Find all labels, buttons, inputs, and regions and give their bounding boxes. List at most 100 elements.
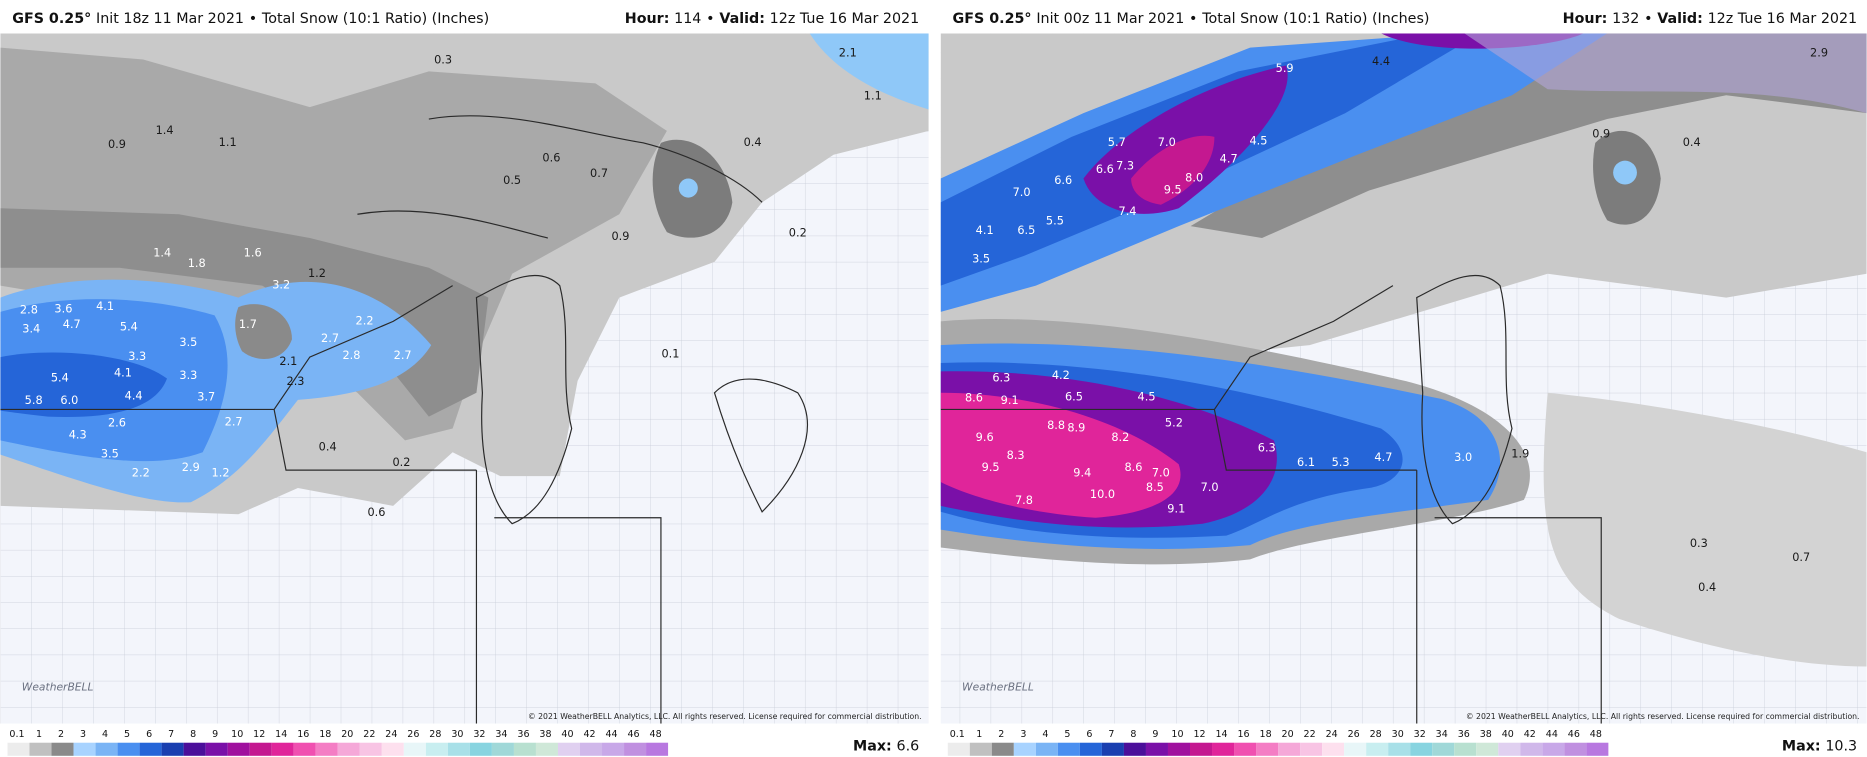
snow-amount: 0.9 [108,138,126,151]
snow-amount: 1.8 [188,257,206,270]
colorbar-tick-label: 34 [495,729,507,740]
colorbar-tick-label: 7 [1108,729,1114,740]
colorbar-tick-label: 24 [1326,729,1338,740]
snow-amount: 0.4 [744,136,762,149]
snow-amount: 5.7 [1108,136,1126,149]
snow-amount: 2.6 [108,417,126,430]
colorbar-tick-label: 14 [275,729,287,740]
snow-amount: 5.9 [1276,62,1294,75]
snow-amount: 7.0 [1158,136,1176,149]
colorbar-swatch [1101,742,1124,756]
snow-amount: 7.0 [1201,481,1219,494]
colorbar-swatch [1123,742,1146,756]
snow-amount: 0.3 [1690,537,1708,550]
max-label: Max: [853,738,892,754]
snow-amount: 9.1 [1167,502,1185,515]
colorbar-swatch [381,742,404,756]
snow-amount: 0.2 [392,456,410,469]
snow-amount: 3.5 [101,448,119,461]
separator: • [1189,11,1197,27]
colorbar-tick-label: 40 [561,729,573,740]
snow-amount: 4.5 [1138,391,1156,404]
snow-amount: 1.4 [156,124,174,137]
valid-label: Valid: [1657,11,1703,27]
snow-amount: 4.2 [1052,369,1070,382]
snow-amount: 3.6 [54,302,72,315]
snow-amount: 8.2 [1111,431,1129,444]
snow-amount: 3.0 [1454,451,1472,464]
colorbar-swatch [947,742,970,756]
colorbar-swatch [624,742,647,756]
snow-amount: 6.5 [1017,224,1035,237]
colorbar-swatch [117,742,140,756]
snow-amount: 3.7 [197,391,215,404]
max-label: Max: [1782,738,1821,754]
colorbar-swatch [1520,742,1543,756]
colorbar-swatch [1145,742,1168,756]
snow-amount: 0.2 [789,226,807,239]
snow-amount: 0.5 [503,174,521,187]
snow-amount: 1.6 [244,247,262,260]
snow-amount: 4.1 [114,367,132,380]
snow-amount: 2.9 [182,461,200,474]
snow-amount: 2.7 [321,332,339,345]
colorbar-tick-label: 3 [80,729,86,740]
colorbar-swatch [535,742,558,756]
product: Total Snow (10:1 Ratio) (Inches) [1201,11,1429,27]
model: GFS 0.25° [953,11,1032,27]
snow-amount: 7.0 [1013,186,1031,199]
colorbar-swatch [1189,742,1213,756]
colorbar-tick-label: 36 [517,729,529,740]
colorbar-tick-label: 42 [583,729,595,740]
colorbar-swatch [1432,742,1455,756]
map-right [940,33,1867,724]
snow-amount: 8.6 [965,392,983,405]
colorbar-tick-label: 9 [212,729,218,740]
colorbar-swatch [1454,742,1477,756]
snow-amount: 5.4 [120,320,138,333]
snow-amount: 0.9 [611,230,629,243]
panel: GFS 0.25° Init 18z 11 Mar 2021 • Total Snow… [0,0,929,756]
snow-amount: 2.1 [279,355,297,368]
snow-amount: 6.6 [1096,163,1114,176]
colorbar-swatch [1167,742,1190,756]
colorbar-swatch [139,742,162,756]
snow-amount: 7.8 [1015,494,1033,507]
snow-amount: 4.7 [1220,152,1238,165]
snow-amount: 8.6 [1124,461,1142,474]
colorbar-swatch [1013,742,1036,756]
colorbar-tick-label: 8 [190,729,196,740]
snow-amount: 2.7 [394,349,412,362]
colorbar-swatch [991,742,1014,756]
snow-amount: 4.4 [1372,55,1390,68]
snow-amount: 9.1 [1001,394,1019,407]
colorbar-swatch [161,742,184,756]
colorbar-swatch [1410,742,1433,756]
snow-amount: 2.1 [839,47,857,60]
snow-amount: 1.1 [219,136,237,149]
colorbar-tick-label: 34 [1436,729,1448,740]
colorbar-tick-label: 48 [650,729,662,740]
colorbar-tick-label: 5 [1064,729,1070,740]
snow-amount: 3.5 [179,336,197,349]
colorbar-tick-label: 26 [407,729,419,740]
snow-amount: 7.3 [1116,160,1134,173]
header-right: Hour: 114 • Valid: 12z Tue 16 Mar 2021 [625,11,919,27]
snow-amount: 0.3 [434,54,452,67]
snow-amount: 4.3 [69,429,87,442]
colorbar-tick-label: 5 [124,729,130,740]
snow-amount: 3.3 [179,369,197,382]
snow-amount: 9.4 [1073,467,1091,480]
colorbar-tick-label: 1 [36,729,42,740]
colorbar-swatch [29,742,52,756]
colorbar-tick-label: 20 [341,729,353,740]
colorbar-swatch [513,742,536,756]
snow-amount: 2.2 [132,467,150,480]
colorbar-swatch [1057,742,1080,756]
colorbar-swatch [1388,742,1411,756]
colorbar-tick-label: 2 [998,729,1004,740]
snow-amount: 0.7 [590,167,608,180]
colorbar-tick-label: 32 [1414,729,1426,740]
colorbar-swatch [646,742,669,756]
snow-amount: 0.4 [319,441,337,454]
